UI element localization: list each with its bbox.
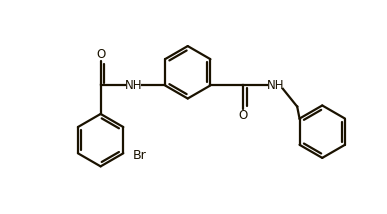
Text: NH: NH (267, 79, 285, 92)
Text: O: O (96, 48, 105, 61)
Text: Br: Br (133, 149, 147, 162)
Text: O: O (238, 109, 248, 122)
Text: NH: NH (125, 79, 142, 92)
